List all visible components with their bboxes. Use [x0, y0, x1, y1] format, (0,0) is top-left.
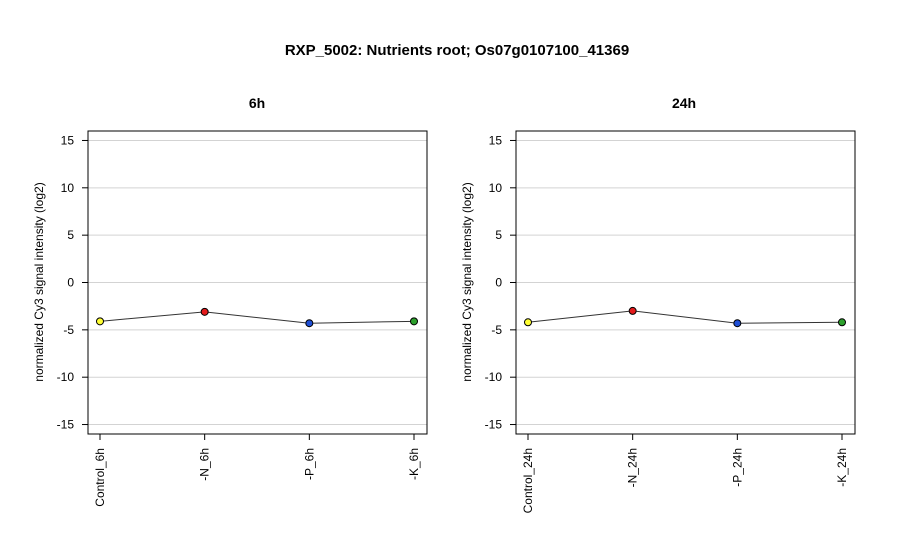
data-point — [200, 307, 209, 316]
x-tick-label: -P_6h — [302, 448, 316, 480]
panel-title: 24h — [672, 95, 696, 111]
y-axis-label: normalized Cy3 signal intensity (log2) — [32, 182, 46, 381]
y-tick-label: -15 — [57, 418, 75, 432]
y-tick-label: 10 — [61, 181, 75, 195]
y-tick-label: 15 — [61, 133, 75, 147]
x-tick-label: -K_24h — [835, 448, 849, 487]
panel-title: 6h — [249, 95, 265, 111]
series-line — [527, 310, 843, 324]
data-point — [96, 317, 104, 326]
chart-panel-24h: 24h normalized Cy3 signal intensity (log… — [460, 95, 856, 513]
x-tick-label: -N_24h — [626, 448, 640, 487]
y-tick-label: -10 — [57, 370, 75, 384]
y-tick-label: 5 — [67, 228, 74, 242]
y-tick-label: 0 — [67, 276, 74, 290]
data-point — [628, 306, 637, 315]
series-line — [99, 311, 415, 324]
data-point — [838, 318, 846, 327]
y-tick-label: 0 — [495, 276, 502, 290]
y-tick-label: 10 — [489, 181, 503, 195]
data-point — [524, 318, 532, 327]
chart-panel-6h: 6h normalized Cy3 signal intensity (log2… — [32, 95, 428, 507]
x-tick-label: -K_6h — [407, 448, 421, 480]
x-tick-label: Control_24h — [521, 448, 535, 513]
data-point — [410, 317, 418, 326]
data-point — [305, 319, 314, 328]
y-tick-label: 5 — [495, 228, 502, 242]
x-tick-label: -N_6h — [198, 448, 212, 481]
y-tick-label: -10 — [485, 370, 503, 384]
figure-title: RXP_5002: Nutrients root; Os07g0107100_4… — [285, 42, 629, 59]
y-axis-label: normalized Cy3 signal intensity (log2) — [460, 182, 474, 381]
y-tick-label: -15 — [485, 418, 503, 432]
data-point — [733, 319, 742, 328]
y-tick-label: -5 — [63, 323, 74, 337]
x-tick-label: -P_24h — [730, 448, 744, 487]
y-tick-label: -5 — [491, 323, 502, 337]
x-tick-label: Control_6h — [93, 448, 107, 507]
y-tick-label: 15 — [489, 133, 503, 147]
